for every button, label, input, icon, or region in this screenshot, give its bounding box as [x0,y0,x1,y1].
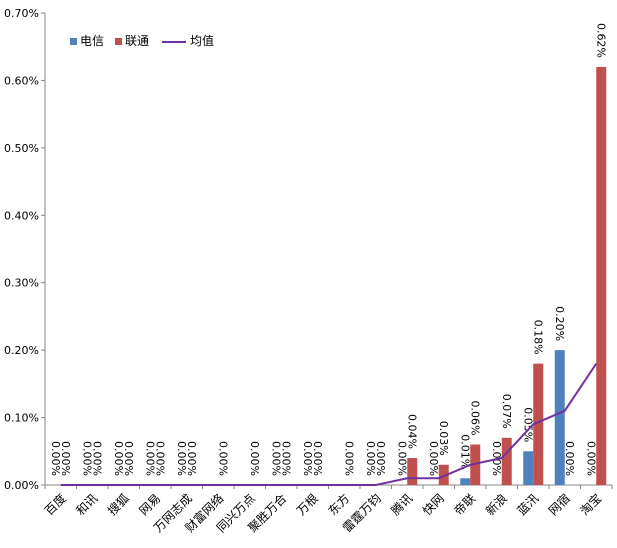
data-label: 0.01% [458,434,471,469]
data-label: 0.00% [112,441,125,476]
y-tick-label: 0.40% [4,209,39,222]
bar-联通 [501,437,512,485]
data-label: 0.00% [342,441,355,476]
x-tick-label: 新浪 [482,491,510,519]
bar-联通 [533,363,544,485]
bar-电信 [460,478,471,485]
data-label: 0.00% [311,441,324,476]
data-label: 0.18% [531,320,544,355]
data-label: 0.06% [468,401,481,436]
legend-label: 电信 [80,34,104,48]
data-label: 0.07% [500,394,513,429]
data-label: 0.03% [437,421,450,456]
x-tick-label: 东方 [325,491,353,519]
x-tick-label: 网宿 [545,491,573,519]
bar-联通 [438,464,449,485]
y-tick-label: 0.00% [4,479,39,492]
data-label: 0.00% [175,441,188,476]
data-label: 0.20% [553,306,566,341]
y-tick-label: 0.60% [4,74,39,87]
y-tick-label: 0.20% [4,344,39,357]
x-tick-label: 淘宝 [577,491,604,518]
x-tick-label: 和讯 [73,491,100,518]
legend-label: 均值 [190,33,214,48]
data-label: 0.00% [427,441,440,476]
x-tick-label: 搜狐 [104,491,132,519]
x-tick-label: 帝联 [451,491,479,519]
data-label: 0.00% [153,441,166,476]
y-tick-label: 0.10% [4,412,39,425]
y-tick-label: 0.50% [4,142,39,155]
x-tick-label: 百度 [41,491,69,519]
data-label: 0.00% [248,441,261,476]
data-label: 0.00% [90,441,103,476]
data-label: 0.00% [395,441,408,476]
bar-联通 [470,444,481,485]
bar-联通 [407,458,418,485]
legend-swatch-联通 [115,38,122,45]
data-label: 0.00% [269,441,282,476]
legend-swatch-电信 [70,38,77,45]
data-label: 0.04% [405,414,418,449]
data-label: 0.00% [49,441,62,476]
x-tick-label: 万根 [294,491,321,518]
y-tick-label: 0.30% [4,277,39,290]
data-label: 0.00% [374,441,387,476]
data-label: 0.62% [594,23,607,58]
data-label: 0.00% [143,441,156,476]
data-label: 0.00% [80,441,93,476]
bar-联通 [596,66,607,485]
data-label: 0.00% [122,441,135,476]
data-label: 0.00% [185,441,198,476]
data-label: 0.00% [563,441,576,476]
bar-电信 [554,350,565,485]
y-tick-label: 0.70% [4,7,39,20]
data-label: 0.00% [301,441,314,476]
data-label: 0.00% [364,441,377,476]
data-label: 0.00% [216,441,229,476]
x-tick-label: 快网 [420,491,447,518]
x-tick-label: 腾讯 [388,491,416,519]
x-tick-label: 网易 [136,491,163,518]
bar-电信 [523,451,534,485]
legend-label: 联通 [125,34,149,48]
series-line-均值 [60,363,598,486]
data-label: 0.00% [59,441,72,476]
data-label: 0.00% [279,441,292,476]
data-label: 0.00% [584,441,597,476]
x-tick-label: 蓝汛 [514,491,541,518]
